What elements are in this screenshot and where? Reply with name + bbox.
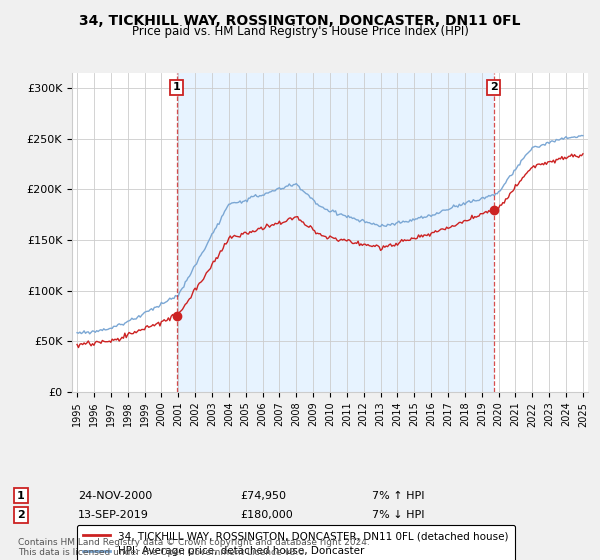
Text: 1: 1 (17, 491, 25, 501)
Text: 2: 2 (17, 510, 25, 520)
Text: 1: 1 (173, 82, 181, 92)
Text: 34, TICKHILL WAY, ROSSINGTON, DONCASTER, DN11 0FL: 34, TICKHILL WAY, ROSSINGTON, DONCASTER,… (79, 14, 521, 28)
Legend: 34, TICKHILL WAY, ROSSINGTON, DONCASTER, DN11 0FL (detached house), HPI: Average: 34, TICKHILL WAY, ROSSINGTON, DONCASTER,… (77, 525, 515, 560)
Text: Contains HM Land Registry data © Crown copyright and database right 2024.
This d: Contains HM Land Registry data © Crown c… (18, 538, 370, 557)
Text: £180,000: £180,000 (240, 510, 293, 520)
Text: 2: 2 (490, 82, 497, 92)
Text: £74,950: £74,950 (240, 491, 286, 501)
Text: 7% ↑ HPI: 7% ↑ HPI (372, 491, 425, 501)
Text: Price paid vs. HM Land Registry's House Price Index (HPI): Price paid vs. HM Land Registry's House … (131, 25, 469, 38)
Text: 13-SEP-2019: 13-SEP-2019 (78, 510, 149, 520)
Bar (176, 73, 494, 392)
Text: 24-NOV-2000: 24-NOV-2000 (78, 491, 152, 501)
Text: 7% ↓ HPI: 7% ↓ HPI (372, 510, 425, 520)
